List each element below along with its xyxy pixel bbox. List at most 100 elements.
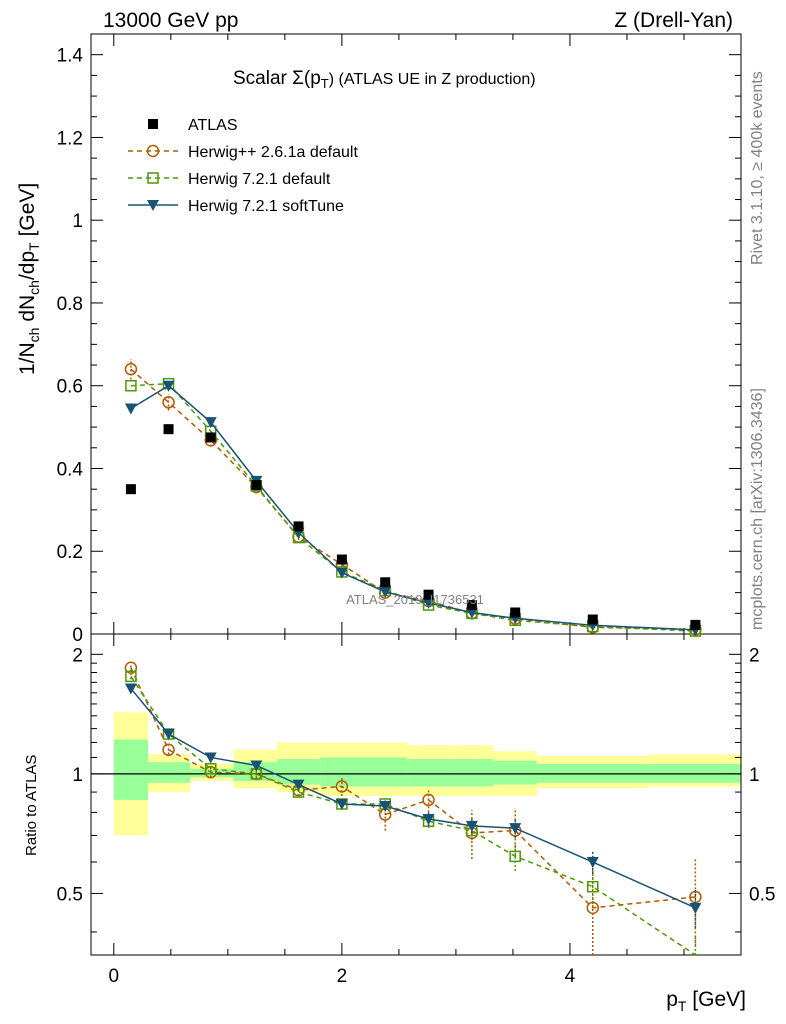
data-point-circle xyxy=(162,743,175,757)
ratio-tick-label-right: 2 xyxy=(749,645,760,666)
mcplots-source-label: mcplots.cern.ch [arXiv:1306.3436] xyxy=(749,388,766,630)
data-point-triangle xyxy=(292,779,305,791)
data-point-triangle xyxy=(162,380,175,392)
series-line-circle xyxy=(130,667,696,909)
ratio-tick-label-right: 1 xyxy=(749,765,760,786)
xlabel-sub: T xyxy=(678,998,687,1014)
ratio-tick-label: 2 xyxy=(72,645,83,666)
data-point-square xyxy=(587,880,599,893)
x-tick-label: 0 xyxy=(109,966,120,987)
y-tick-label: 1.4 xyxy=(57,46,84,67)
title-tail-text: ) (ATLAS UE in Z production) xyxy=(329,71,536,88)
data-point-triangle xyxy=(124,403,137,415)
atlas-data-point xyxy=(205,432,216,443)
data-point-triangle xyxy=(124,683,137,695)
uncertainty-band-green xyxy=(493,760,537,785)
rivet-version-label: Rivet 3.1.10, ≥ 400k events xyxy=(749,71,766,265)
data-point-triangle xyxy=(465,820,478,832)
data-point-triangle xyxy=(689,902,702,914)
analysis-watermark: ATLAS_2019_I1736531 xyxy=(346,592,484,607)
atlas-data-point xyxy=(423,589,434,600)
x-tick-label: 2 xyxy=(337,966,348,987)
atlas-data-point xyxy=(125,484,136,495)
series-line-square xyxy=(130,675,696,956)
atlas-data-point xyxy=(293,521,304,532)
ylabel-part: 1/N xyxy=(16,342,39,375)
data-point-triangle xyxy=(162,729,175,741)
data-point-square xyxy=(204,763,217,775)
y-tick-label: 0 xyxy=(72,625,83,646)
uncertainty-band-green xyxy=(536,763,649,783)
main-ylabel: 1/Nch dNch/dpT [GeV] xyxy=(16,183,42,375)
ylabel-part: [GeV] xyxy=(16,183,39,243)
y-tick-label: 1.2 xyxy=(57,128,83,149)
atlas-data-point xyxy=(466,600,477,611)
uncertainty-band-green xyxy=(450,759,494,787)
atlas-data-point xyxy=(587,614,598,625)
uncertainty-band-green xyxy=(113,739,149,800)
ratio-plot-frame: 0 2 4 0.5 0.5 1 1 2 2 xyxy=(57,633,775,987)
atlas-data-point xyxy=(690,619,701,630)
legend-marker-triangle xyxy=(147,200,159,211)
series-line-square xyxy=(130,382,696,632)
data-point-triangle xyxy=(250,760,263,772)
legend-label: ATLAS xyxy=(188,117,238,134)
ylabel-sub: ch xyxy=(26,328,42,343)
atlas-data-point xyxy=(163,424,174,435)
ratio-tick-label-right: 0.5 xyxy=(749,884,775,905)
ratio-tick-label: 1 xyxy=(72,765,83,786)
legend: ATLAS Herwig++ 2.6.1a default Herwig 7.2.1… xyxy=(128,117,358,215)
atlas-data-point xyxy=(336,554,347,565)
data-point-triangle xyxy=(509,823,522,835)
process-label: Z (Drell-Yan) xyxy=(614,9,733,32)
atlas-data-point xyxy=(251,480,262,491)
atlas-data-point xyxy=(510,607,521,618)
y-tick-label: 0.4 xyxy=(57,459,84,480)
ylabel-sub: ch xyxy=(26,280,42,295)
legend-label: Herwig 7.2.1 softTune xyxy=(188,198,344,215)
ylabel-sub: T xyxy=(26,242,42,251)
main-plot-frame: 0 0.2 0.4 0.6 0.8 1 1.2 1.4 xyxy=(57,33,742,955)
title-subscript: T xyxy=(321,76,329,91)
data-point-triangle xyxy=(379,801,392,813)
data-point-triangle xyxy=(586,857,599,869)
xlabel-tail: [GeV] xyxy=(686,988,746,1011)
ylabel-part: dN xyxy=(16,295,39,328)
title-main-text: Scalar Σ(p xyxy=(233,68,321,89)
data-point-triangle xyxy=(422,597,435,609)
data-point-square xyxy=(509,850,521,863)
series-line-triangle xyxy=(130,688,696,909)
ratio-plot-marks xyxy=(124,661,702,956)
data-point-triangle xyxy=(204,417,217,429)
data-point-triangle xyxy=(379,586,392,598)
x-axis-label: pT [GeV] xyxy=(666,988,746,1014)
xlabel-main: p xyxy=(666,988,678,1011)
uncertainty-band-green xyxy=(233,762,277,781)
series-line-circle xyxy=(130,368,696,631)
data-point-triangle xyxy=(335,798,348,810)
data-point-circle xyxy=(335,780,349,793)
uncertainty-band-green xyxy=(363,757,407,787)
data-point-triangle xyxy=(204,752,217,764)
atlas-data-point xyxy=(380,577,391,588)
uncertainty-band-green xyxy=(148,762,191,783)
uncertainty-band-green xyxy=(648,763,741,783)
y-tick-label: 1 xyxy=(72,211,83,232)
y-tick-label: 0.6 xyxy=(57,377,83,398)
ratio-tick-label: 0.5 xyxy=(57,884,83,905)
beam-energy-label: 13000 GeV pp xyxy=(103,9,238,32)
plot-title: Scalar Σ(pT) (ATLAS UE in Z production) xyxy=(233,68,536,91)
data-point-square xyxy=(125,670,137,683)
data-point-triangle xyxy=(335,567,348,579)
ylabel-part: /dp xyxy=(16,251,39,280)
series-line-triangle xyxy=(130,384,696,631)
y-tick-label: 0.8 xyxy=(57,294,83,315)
data-point-circle xyxy=(124,661,138,675)
data-point-circle xyxy=(162,396,175,409)
data-point-triangle xyxy=(465,607,478,619)
x-tick-label: 4 xyxy=(565,966,576,987)
data-point-circle xyxy=(422,793,435,807)
legend-marker-data xyxy=(148,119,158,129)
legend-label: Herwig++ 2.6.1a default xyxy=(188,144,358,161)
